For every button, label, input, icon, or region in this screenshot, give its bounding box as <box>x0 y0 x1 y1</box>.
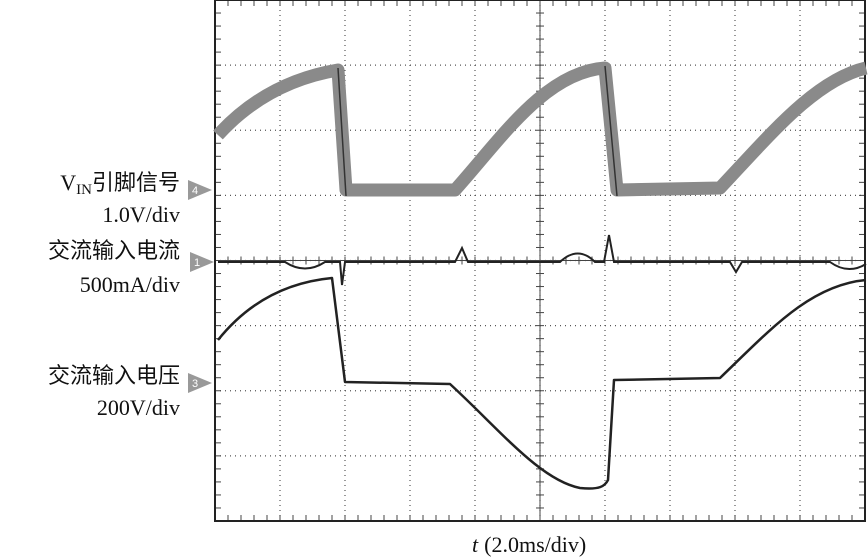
channel-scale: 1.0V/div <box>102 202 180 227</box>
trace-ch4-edge <box>337 65 618 197</box>
channel-number: 3 <box>192 378 198 390</box>
trace-ch3 <box>217 276 867 490</box>
channel-scale: 200V/div <box>97 395 180 420</box>
x-variable: t <box>472 532 479 557</box>
channel-marker: 1 <box>190 252 214 272</box>
channel-marker: 3 <box>188 373 212 393</box>
x-axis-label: t (2.0ms/div) <box>472 532 586 557</box>
channel-name: 交流输入电压 <box>48 363 180 388</box>
channel-name: VIN引脚信号 <box>60 170 180 198</box>
trace-ch1 <box>218 234 867 286</box>
channel-number: 4 <box>192 185 198 197</box>
channel-name-rest: 引脚信号 <box>92 170 180 195</box>
channel-scale: 500mA/div <box>80 272 180 297</box>
channel-name-sub: IN <box>76 182 92 198</box>
trace-ch4 <box>213 61 868 197</box>
x-scale: (2.0ms/div) <box>484 532 586 557</box>
channel-marker: 4 <box>188 180 212 200</box>
channel-number: 1 <box>194 257 200 269</box>
screen-border <box>214 0 866 522</box>
channel-name: 交流输入电流 <box>48 238 180 263</box>
channel-name-main: V <box>60 170 76 195</box>
